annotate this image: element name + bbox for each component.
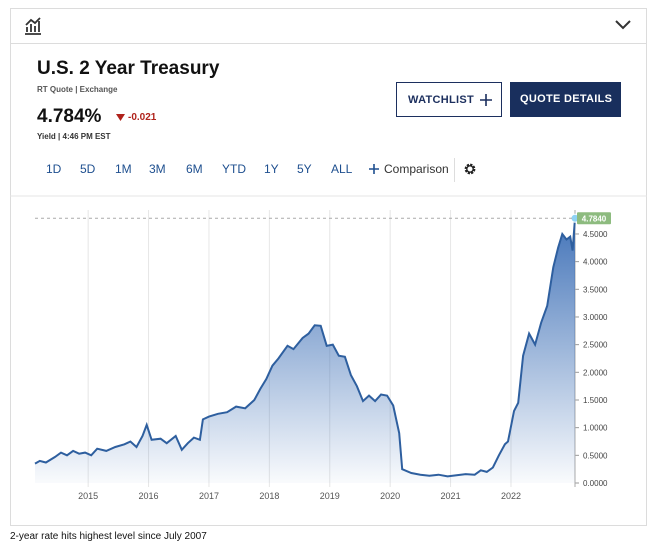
quote-details-button[interactable]: QUOTE DETAILS [510,82,621,117]
x-tick-label: 2019 [320,491,340,501]
range-button[interactable]: YTD [222,162,246,176]
x-tick-label: 2021 [441,491,461,501]
range-button[interactable]: 5Y [297,162,312,176]
collapse-chevron[interactable] [614,18,632,32]
widget [10,8,647,526]
y-tick-label: 3.5000 [583,285,608,294]
plus-icon [480,94,492,106]
settings-gear[interactable] [463,162,477,176]
line [34,218,576,478]
comparison-button[interactable]: Comparison [384,162,449,176]
current-label: 4.7840 [582,214,607,223]
range-button[interactable]: 5D [80,162,96,176]
price: 4.784% [37,106,102,127]
x-tick-label: 2016 [139,491,159,501]
x-tick-label: 2022 [501,491,521,501]
chart-icon[interactable] [23,16,43,36]
range-button[interactable]: 1Y [264,162,279,176]
title: U.S. 2 Year Treasury [37,58,220,79]
plus-icon [369,164,379,174]
y-tick-label: 2.0000 [583,368,608,377]
range-button[interactable]: 6M [186,162,203,176]
toolbar [11,9,646,44]
range-button[interactable]: 1M [115,162,132,176]
y-tick-label: 1.0000 [583,424,608,433]
y-tick-label: 0.5000 [583,451,608,460]
x-tick-label: 2018 [259,491,279,501]
area [35,218,575,484]
source: RT Quote | Exchange [37,85,118,94]
range-button[interactable]: 3M [149,162,166,176]
range-button[interactable]: ALL [331,162,353,176]
y-tick-label: 1.5000 [583,396,608,405]
divider [454,158,455,182]
time: Yield | 4:46 PM EST [37,132,111,141]
quote-details-label: QUOTE DETAILS [520,93,613,105]
down-arrow [116,114,125,121]
x-tick-label: 2015 [78,491,98,501]
x-tick-label: 2020 [380,491,400,501]
x-tick-label: 2017 [199,491,219,501]
watchlist-label: WATCHLIST [408,94,475,106]
caption: 2-year rate hits highest level since Jul… [10,531,207,542]
y-tick-label: 4.0000 [583,258,608,267]
y-tick-label: 3.0000 [583,313,608,322]
watchlist-button[interactable]: WATCHLIST [396,82,502,117]
current-badge [577,212,611,225]
change: -0.021 [128,112,157,123]
range-button[interactable]: 1D [46,162,62,176]
y-tick-label: 0.0000 [583,479,608,488]
y-tick-label: 2.5000 [583,341,608,350]
y-tick-label: 4.5000 [583,230,608,239]
